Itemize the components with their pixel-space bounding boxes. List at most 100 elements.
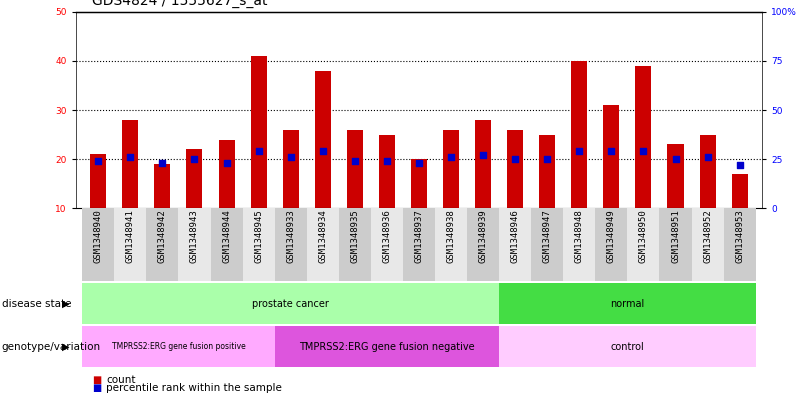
Bar [603, 105, 619, 208]
Text: percentile rank within the sample: percentile rank within the sample [106, 383, 282, 393]
Text: GSM1348940: GSM1348940 [93, 210, 103, 263]
Bar [467, 208, 499, 281]
Bar [411, 159, 427, 208]
Bar [371, 208, 403, 281]
Bar [187, 149, 203, 208]
Text: ■: ■ [92, 383, 101, 393]
Point [284, 154, 297, 160]
Text: GSM1348950: GSM1348950 [639, 210, 648, 263]
Bar [275, 208, 306, 281]
Bar [659, 208, 692, 281]
Text: GSM1348948: GSM1348948 [575, 210, 584, 263]
Bar [692, 208, 724, 281]
Bar [443, 130, 459, 208]
Text: count: count [106, 375, 136, 385]
Point [669, 156, 681, 162]
Text: prostate cancer: prostate cancer [252, 299, 329, 309]
Bar [146, 208, 179, 281]
Bar [282, 130, 298, 208]
Text: GSM1348941: GSM1348941 [126, 210, 135, 263]
Text: GSM1348942: GSM1348942 [158, 210, 167, 263]
Text: GSM1348945: GSM1348945 [254, 210, 263, 263]
Text: genotype/variation: genotype/variation [2, 342, 101, 352]
Text: TMPRSS2:ERG gene fusion negative: TMPRSS2:ERG gene fusion negative [299, 342, 475, 352]
Bar [571, 61, 587, 208]
Point [381, 158, 393, 164]
Bar [635, 66, 651, 208]
Bar [114, 208, 146, 281]
Text: GSM1348944: GSM1348944 [222, 210, 231, 263]
Point [573, 148, 586, 154]
Bar [314, 71, 330, 208]
Text: GDS4824 / 1555627_s_at: GDS4824 / 1555627_s_at [92, 0, 267, 8]
Bar [724, 208, 756, 281]
Point [124, 154, 136, 160]
Text: GSM1348949: GSM1348949 [606, 210, 616, 263]
Text: GSM1348943: GSM1348943 [190, 210, 199, 263]
Text: ■: ■ [92, 375, 101, 385]
Bar [275, 326, 499, 367]
Text: GSM1348946: GSM1348946 [511, 210, 519, 263]
Bar [475, 120, 491, 208]
Text: GSM1348936: GSM1348936 [382, 210, 391, 263]
Bar [122, 120, 138, 208]
Bar [379, 134, 395, 208]
Bar [667, 144, 684, 208]
Bar [82, 283, 499, 324]
Text: GSM1348947: GSM1348947 [543, 210, 551, 263]
Bar [508, 130, 523, 208]
Bar [90, 154, 106, 208]
Bar [306, 208, 339, 281]
Bar [627, 208, 659, 281]
Text: GSM1348935: GSM1348935 [350, 210, 359, 263]
Bar [499, 208, 531, 281]
Bar [499, 283, 756, 324]
Bar [732, 174, 748, 208]
Point [444, 154, 457, 160]
Bar [82, 326, 275, 367]
Point [188, 156, 201, 162]
Text: GSM1348953: GSM1348953 [735, 210, 745, 263]
Point [509, 156, 522, 162]
Bar [243, 208, 275, 281]
Point [476, 152, 489, 158]
Bar [339, 208, 371, 281]
Point [349, 158, 361, 164]
Text: normal: normal [610, 299, 645, 309]
Bar [219, 140, 235, 208]
Point [220, 160, 233, 166]
Text: ▶: ▶ [62, 299, 69, 309]
Point [316, 148, 329, 154]
Text: disease state: disease state [2, 299, 71, 309]
Text: GSM1348934: GSM1348934 [318, 210, 327, 263]
Point [252, 148, 265, 154]
Bar [595, 208, 627, 281]
Bar [179, 208, 211, 281]
Point [733, 162, 746, 168]
Text: GSM1348933: GSM1348933 [286, 210, 295, 263]
Bar [531, 208, 563, 281]
Bar [700, 134, 716, 208]
Text: TMPRSS2:ERG gene fusion positive: TMPRSS2:ERG gene fusion positive [112, 342, 245, 351]
Point [637, 148, 650, 154]
Point [92, 158, 105, 164]
Point [541, 156, 554, 162]
Point [413, 160, 425, 166]
Bar [435, 208, 467, 281]
Bar [347, 130, 363, 208]
Text: GSM1348937: GSM1348937 [414, 210, 424, 263]
Point [156, 160, 169, 166]
Bar [251, 56, 267, 208]
Bar [211, 208, 243, 281]
Bar [82, 208, 114, 281]
Text: GSM1348952: GSM1348952 [703, 210, 712, 263]
Bar [499, 326, 756, 367]
Text: ▶: ▶ [62, 342, 69, 352]
Bar [539, 134, 555, 208]
Text: GSM1348939: GSM1348939 [479, 210, 488, 263]
Bar [403, 208, 435, 281]
Point [701, 154, 714, 160]
Point [605, 148, 618, 154]
Bar [154, 164, 171, 208]
Text: GSM1348938: GSM1348938 [447, 210, 456, 263]
